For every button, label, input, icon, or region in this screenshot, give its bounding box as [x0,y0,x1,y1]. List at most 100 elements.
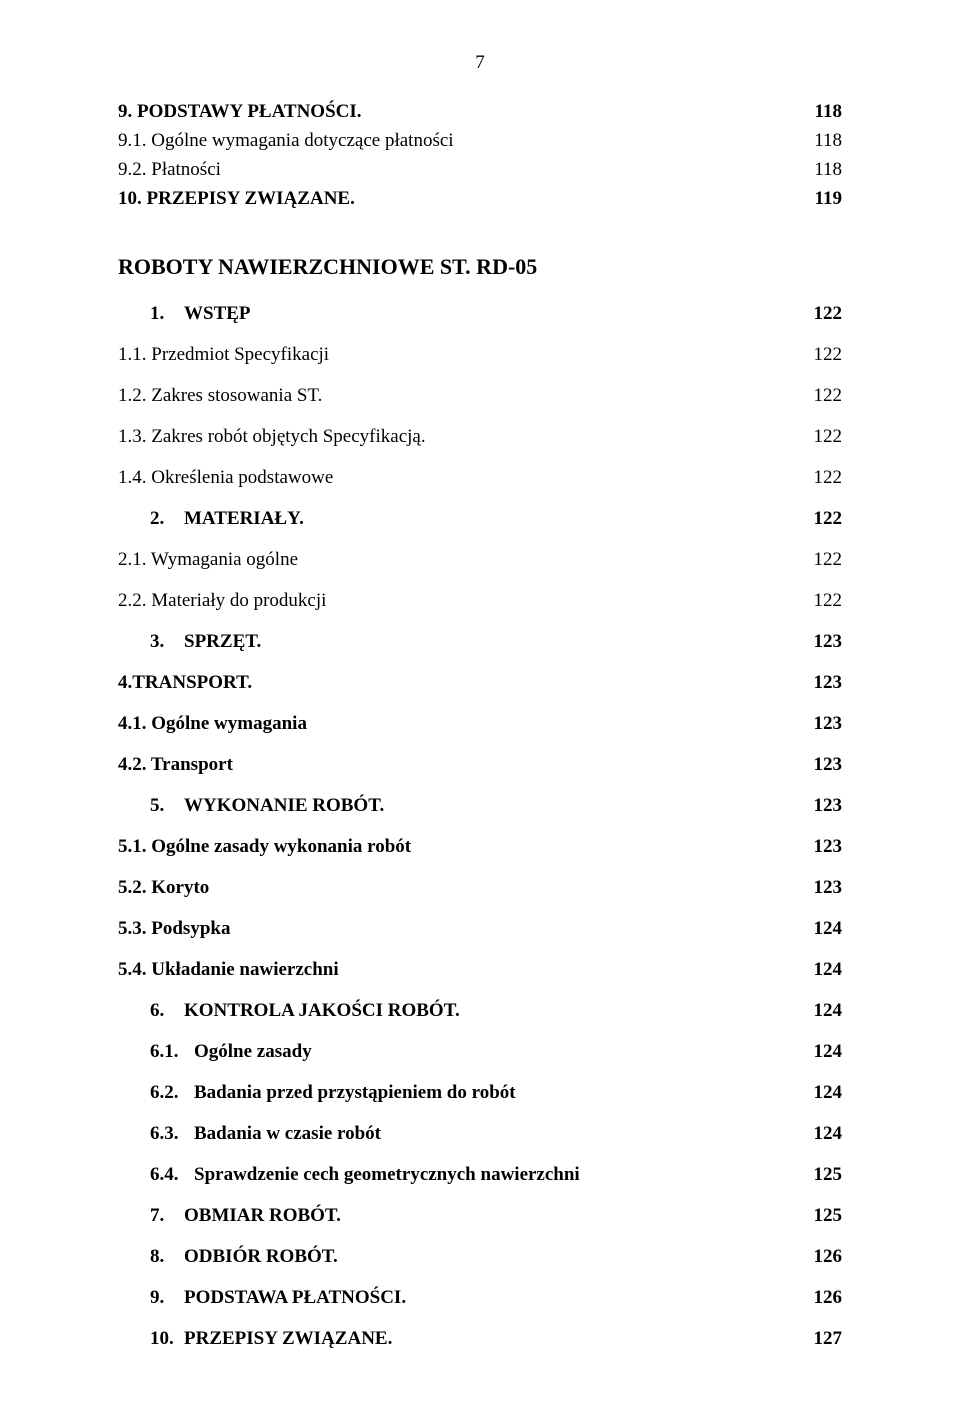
toc-entry-number: 9. [150,1288,184,1307]
toc-entry-label: 5.2. Koryto [118,878,209,897]
toc-entry-page: 118 [802,131,842,150]
toc-entry: 1.WSTĘP 122 [118,304,842,323]
toc-entry-label: 1.4. Określenia podstawowe [118,468,333,487]
toc-entry-page: 122 [802,386,843,405]
toc-entry-page: 122 [802,345,843,364]
toc-entry: 6.3.Badania w czasie robót 124 [118,1124,842,1143]
toc-entry-label: 5.WYKONANIE ROBÓT. [118,796,384,815]
toc-entry-label: 3.SPRZĘT. [118,632,261,651]
toc-entry-label: 9. PODSTAWY PŁATNOŚCI. [118,102,362,121]
toc-entry-label: 6.2.Badania przed przystąpieniem do robó… [118,1083,516,1102]
toc-entry: 9. PODSTAWY PŁATNOŚCI. 118 [118,102,842,121]
toc-entry-label: 6.KONTROLA JAKOŚCI ROBÓT. [118,1001,460,1020]
toc-entry-label: 1.3. Zakres robót objętych Specyfikacją. [118,427,426,446]
toc-entry-page: 122 [802,468,843,487]
toc-entry: 4.2. Transport 123 [118,755,842,774]
toc-entry-text: WYKONANIE ROBÓT. [184,795,384,816]
toc-entry: 2.MATERIAŁY. 122 [118,509,842,528]
toc-entry-page: 122 [802,509,843,528]
toc-entry-label: 1.1. Przedmiot Specyfikacji [118,345,329,364]
toc-entry-label: 10.PRZEPISY ZWIĄZANE. [118,1329,392,1348]
toc-entry-number: 1. [150,304,184,323]
toc-entry-text: ODBIÓR ROBÓT. [184,1246,338,1267]
toc-entry-number: 10. [150,1329,184,1348]
toc-entry-page: 122 [802,550,843,569]
toc-entry: 1.1. Przedmiot Specyfikacji 122 [118,345,842,364]
page-number: 7 [118,52,842,74]
toc-entry: 5.3. Podsypka 124 [118,919,842,938]
toc-entry: 2.1. Wymagania ogólne 122 [118,550,842,569]
toc-entry-text: Badania przed przystąpieniem do robót [194,1082,516,1103]
toc-entry-number: 2. [150,509,184,528]
toc-entry-number: 6.2. [150,1083,194,1102]
toc-entry-page: 119 [803,189,842,208]
toc-entry-number: 8. [150,1247,184,1266]
toc-entry-label: 4.1. Ogólne wymagania [118,714,307,733]
toc-entry-text: WSTĘP [184,303,251,324]
toc-entry-label: 9.2. Płatności [118,160,221,179]
toc-entry-number: 6.3. [150,1124,194,1143]
toc-entry-label: 4.2. Transport [118,755,233,774]
toc-entry-text: PODSTAWA PŁATNOŚCI. [184,1287,406,1308]
toc-entry: 6.2.Badania przed przystąpieniem do robó… [118,1083,842,1102]
toc-entry: 4.TRANSPORT.123 [118,673,842,692]
toc-entry: 10. PRZEPISY ZWIĄZANE.119 [118,189,842,208]
toc-entry-number: 5. [150,796,184,815]
toc-entry: 9.1. Ogólne wymagania dotyczące płatnośc… [118,131,842,150]
toc-entry-number: 6. [150,1001,184,1020]
toc-entry-text: MATERIAŁY. [184,508,304,529]
toc-entry-page: 123 [802,755,843,774]
toc-entry: 6.KONTROLA JAKOŚCI ROBÓT. 124 [118,1001,842,1020]
toc-entry: 9.2. Płatności 118 [118,160,842,179]
toc-block-2: 1.WSTĘP 122 1.1. Przedmiot Specyfikacji 122… [118,304,842,1348]
toc-entry-label: 2.1. Wymagania ogólne [118,550,298,569]
toc-block-1: 9. PODSTAWY PŁATNOŚCI. 118 9.1. Ogólne wym… [118,102,842,208]
toc-entry-label: 6.3.Badania w czasie robót [118,1124,381,1143]
toc-entry-page: 123 [802,714,843,733]
toc-entry-page: 118 [802,160,842,179]
toc-entry-number: 6.4. [150,1165,194,1184]
toc-entry-label: 2.2. Materiały do produkcji [118,591,326,610]
toc-entry-page: 127 [802,1329,843,1348]
toc-entry: 6.4.Sprawdzenie cech geometrycznych nawi… [118,1165,842,1184]
toc-entry: 5.WYKONANIE ROBÓT. 123 [118,796,842,815]
toc-entry: 5.2. Koryto 123 [118,878,842,897]
toc-entry-page: 124 [802,1001,843,1020]
toc-entry-label: 9.1. Ogólne wymagania dotyczące płatnośc… [118,131,454,150]
toc-entry-page: 122 [802,304,843,323]
toc-entry-page: 123 [802,878,843,897]
toc-entry-page: 118 [803,102,842,121]
toc-entry: 10.PRZEPISY ZWIĄZANE. 127 [118,1329,842,1348]
toc-entry-label: 9.PODSTAWA PŁATNOŚCI. [118,1288,406,1307]
toc-entry-text: Sprawdzenie cech geometrycznych nawierzc… [194,1164,580,1185]
toc-entry-page: 124 [802,919,843,938]
toc-entry-page: 125 [802,1206,843,1225]
toc-entry-page: 124 [802,1124,843,1143]
toc-entry-text: Ogólne zasady [194,1041,312,1062]
toc-entry-label: 6.1.Ogólne zasady [118,1042,312,1061]
toc-entry-page: 126 [802,1288,843,1307]
toc-entry-label: 1.WSTĘP [118,304,251,323]
toc-entry-page: 123 [802,837,843,856]
toc-entry-text: PRZEPISY ZWIĄZANE. [184,1328,392,1349]
toc-entry: 5.4. Układanie nawierzchni124 [118,960,842,979]
toc-entry: 7.OBMIAR ROBÓT. 125 [118,1206,842,1225]
toc-entry-text: SPRZĘT. [184,631,261,652]
toc-entry: 1.4. Określenia podstawowe 122 [118,468,842,487]
toc-entry: 8.ODBIÓR ROBÓT.126 [118,1247,842,1266]
section-title: ROBOTY NAWIERZCHNIOWE ST. RD-05 [118,254,842,280]
toc-entry-page: 124 [802,960,843,979]
toc-entry-page: 123 [802,796,843,815]
toc-entry-label: 5.3. Podsypka [118,919,230,938]
toc-entry-label: 6.4.Sprawdzenie cech geometrycznych nawi… [118,1165,580,1184]
toc-entry-text: KONTROLA JAKOŚCI ROBÓT. [184,1000,460,1021]
toc-entry-page: 123 [802,673,843,692]
toc-entry-page: 124 [802,1083,843,1102]
toc-entry-page: 125 [802,1165,843,1184]
toc-entry-number: 6.1. [150,1042,194,1061]
toc-entry: 3.SPRZĘT. 123 [118,632,842,651]
toc-entry: 5.1. Ogólne zasady wykonania robót123 [118,837,842,856]
toc-entry-label: 7.OBMIAR ROBÓT. [118,1206,341,1225]
toc-entry-page: 123 [802,632,843,651]
toc-entry-page: 122 [802,427,843,446]
